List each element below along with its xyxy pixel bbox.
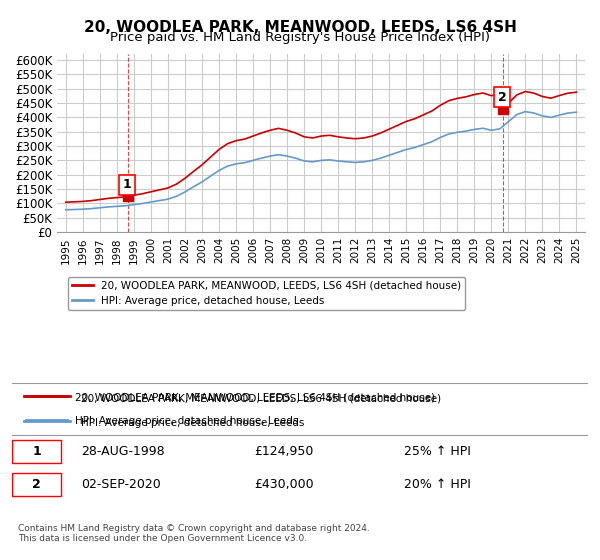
Text: 20, WOODLEA PARK, MEANWOOD, LEEDS, LS6 4SH (detached house): 20, WOODLEA PARK, MEANWOOD, LEEDS, LS6 4… — [81, 394, 441, 404]
Text: 1: 1 — [123, 178, 132, 192]
FancyBboxPatch shape — [12, 440, 61, 463]
Text: 2: 2 — [497, 91, 506, 104]
Text: HPI: Average price, detached house, Leeds: HPI: Average price, detached house, Leed… — [81, 418, 304, 428]
Text: 28-AUG-1998: 28-AUG-1998 — [81, 445, 165, 458]
Text: 1: 1 — [32, 445, 41, 458]
FancyBboxPatch shape — [12, 473, 61, 496]
Text: 20, WOODLEA PARK, MEANWOOD, LEEDS, LS6 4SH (detached house): 20, WOODLEA PARK, MEANWOOD, LEEDS, LS6 4… — [76, 393, 436, 403]
Text: £124,950: £124,950 — [254, 445, 313, 458]
Text: £430,000: £430,000 — [254, 478, 314, 491]
Text: Price paid vs. HM Land Registry's House Price Index (HPI): Price paid vs. HM Land Registry's House … — [110, 31, 490, 44]
Text: 20, WOODLEA PARK, MEANWOOD, LEEDS, LS6 4SH: 20, WOODLEA PARK, MEANWOOD, LEEDS, LS6 4… — [83, 20, 517, 35]
Text: HPI: Average price, detached house, Leeds: HPI: Average price, detached house, Leed… — [76, 416, 299, 426]
FancyBboxPatch shape — [9, 383, 591, 435]
Text: 20% ↑ HPI: 20% ↑ HPI — [404, 478, 470, 491]
Text: 02-SEP-2020: 02-SEP-2020 — [81, 478, 161, 491]
Text: 2: 2 — [32, 478, 41, 491]
Text: 25% ↑ HPI: 25% ↑ HPI — [404, 445, 470, 458]
Text: Contains HM Land Registry data © Crown copyright and database right 2024.
This d: Contains HM Land Registry data © Crown c… — [18, 524, 370, 543]
Legend: 20, WOODLEA PARK, MEANWOOD, LEEDS, LS6 4SH (detached house), HPI: Average price,: 20, WOODLEA PARK, MEANWOOD, LEEDS, LS6 4… — [68, 277, 466, 310]
